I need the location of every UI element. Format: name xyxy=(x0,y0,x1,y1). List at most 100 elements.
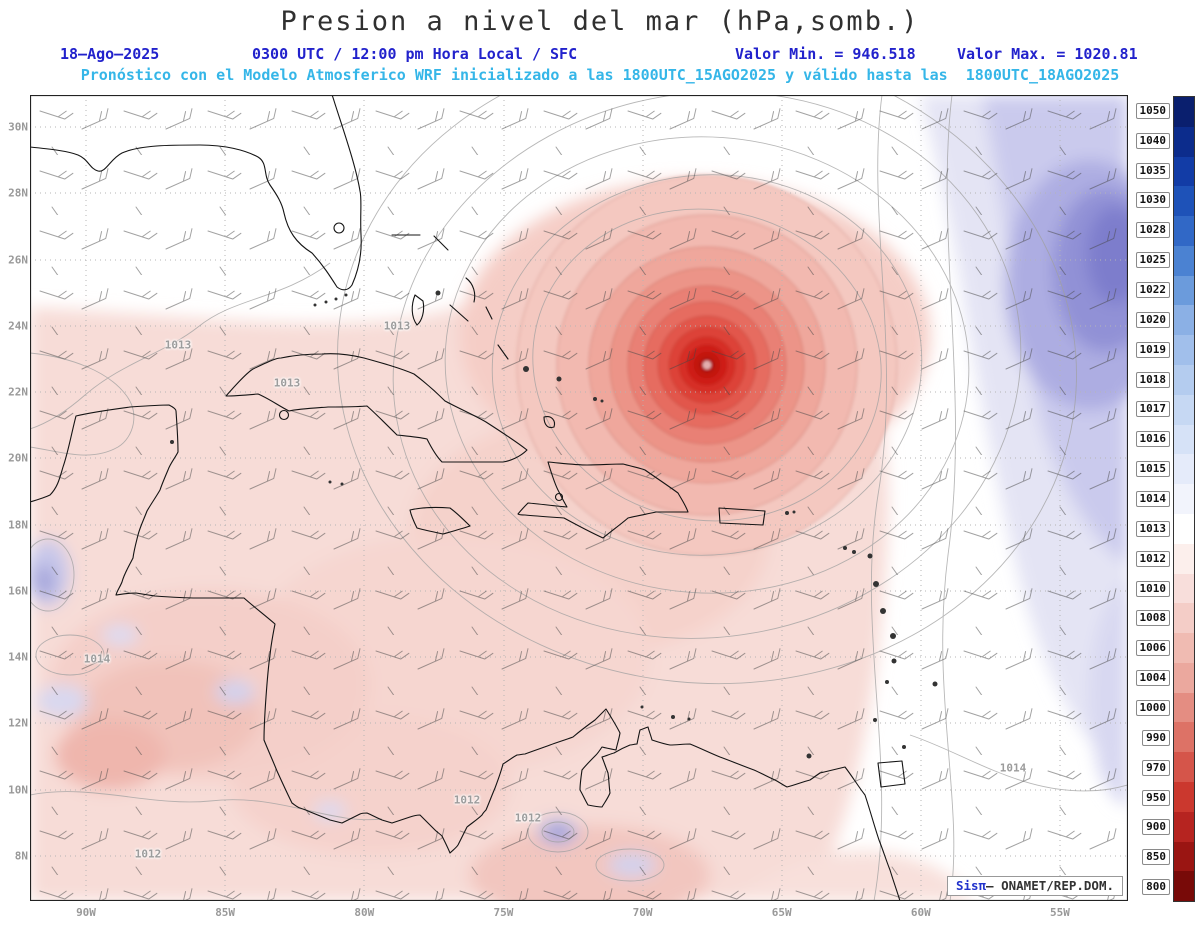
colorbar-strip xyxy=(1173,96,1195,902)
florida-coast xyxy=(30,95,362,291)
colorbar-cell-1018 xyxy=(1174,365,1194,395)
lat-label-28N: 28N xyxy=(8,186,28,200)
lat-label-26N: 26N xyxy=(8,253,28,267)
lat-label-24N: 24N xyxy=(8,319,28,333)
lat-label-22N: 22N xyxy=(8,385,28,399)
lat-label-14N: 14N xyxy=(8,650,28,664)
cuba xyxy=(225,353,528,463)
colorbar-cell-1050 xyxy=(1174,97,1194,127)
forecast-time: 0300 UTC / 12:00 pm Hora Local / SFC xyxy=(252,45,578,63)
colorbar-value-900: 900 xyxy=(1142,819,1170,836)
colorbar-value-1050: 1050 xyxy=(1135,102,1170,119)
colorbar-value-1006: 1006 xyxy=(1135,640,1170,657)
colorbar-cell-1016 xyxy=(1174,424,1194,455)
colorbar-cell-990 xyxy=(1174,722,1194,753)
watermark-brand: Sisπ xyxy=(955,878,987,893)
colorbar-cell-1004 xyxy=(1174,662,1194,693)
isle-of-youth xyxy=(278,409,290,421)
colorbar-cell-1028 xyxy=(1174,216,1194,246)
inagua xyxy=(543,416,556,429)
eleuthera xyxy=(465,277,476,303)
hispaniola xyxy=(517,461,689,539)
colorbar-cell-950 xyxy=(1174,781,1194,812)
jamaica xyxy=(409,506,471,535)
colorbar-legend: 1050 1040 1035 1030 1028 1025 1022 1020 1019 1018… xyxy=(1130,96,1196,902)
colorbar-value-800: 800 xyxy=(1142,879,1170,896)
lat-label-10N: 10N xyxy=(8,783,28,797)
colorbar-value-1014: 1014 xyxy=(1135,491,1170,507)
colorbar-cell-800 xyxy=(1174,871,1194,902)
colorbar-cell-1030 xyxy=(1174,186,1194,217)
colorbar-value-850: 850 xyxy=(1142,849,1170,866)
trinidad xyxy=(877,760,906,788)
page-title: Presion a nivel del mar (hPa,somb.) xyxy=(280,6,920,37)
colorbar-value-1025: 1025 xyxy=(1135,252,1170,269)
colorbar-value-1020: 1020 xyxy=(1135,311,1170,328)
colorbar-value-1022: 1022 xyxy=(1135,282,1170,299)
small-islands xyxy=(170,290,938,759)
colorbar-cell-1019 xyxy=(1174,335,1194,366)
exumas xyxy=(449,304,469,322)
lon-label-65W: 65W xyxy=(771,906,792,919)
watermark: Sisπ– ONAMET/REP.DOM. xyxy=(946,876,1123,896)
colorbar-cell-1035 xyxy=(1174,156,1194,187)
map-frame xyxy=(30,95,1128,901)
colorbar-cell-1013 xyxy=(1174,513,1194,544)
colorbar-value-1018: 1018 xyxy=(1135,371,1170,388)
lat-label-8N: 8N xyxy=(14,849,28,863)
lat-label-12N: 12N xyxy=(8,716,28,730)
colorbar-value-1030: 1030 xyxy=(1135,192,1170,209)
colorbar-cell-1015 xyxy=(1174,454,1194,485)
lon-label-80W: 80W xyxy=(354,906,375,919)
colorbar-cell-1017 xyxy=(1174,394,1194,425)
cat-island xyxy=(485,306,493,320)
wind-barbs xyxy=(30,95,1128,901)
info-line: 18–Ago–2025 0300 UTC / 12:00 pm Hora Loc… xyxy=(0,45,1200,63)
andros xyxy=(411,294,425,326)
colorbar-value-1019: 1019 xyxy=(1135,341,1170,358)
puerto-rico xyxy=(718,507,766,526)
colorbar-value-1004: 1004 xyxy=(1135,670,1170,687)
colorbar-value-970: 970 xyxy=(1142,759,1170,776)
lat-label-30N: 30N xyxy=(8,120,28,134)
colorbar-labels: 1050 1040 1035 1030 1028 1025 1022 1020 1019 1018… xyxy=(1130,96,1170,902)
lon-label-70W: 70W xyxy=(632,906,653,919)
colorbar-value-1015: 1015 xyxy=(1135,461,1170,478)
colorbar-cell-970 xyxy=(1174,752,1194,782)
colorbar-value-1008: 1008 xyxy=(1135,610,1170,627)
colorbar-value-1028: 1028 xyxy=(1135,222,1170,239)
lat-label-18N: 18N xyxy=(8,518,28,532)
map-graphic xyxy=(30,95,1128,901)
lon-label-90W: 90W xyxy=(76,906,96,919)
watermark-org: ONAMET/REP.DOM. xyxy=(1001,878,1114,893)
gonave-island xyxy=(554,492,564,502)
colorbar-value-1016: 1016 xyxy=(1135,431,1170,448)
lon-label-75W: 75W xyxy=(493,906,514,919)
colorbar-value-1013: 1013 xyxy=(1135,520,1170,537)
colorbar-cell-900 xyxy=(1174,811,1194,842)
colorbar-cell-1025 xyxy=(1174,245,1194,276)
lon-label-55W: 55W xyxy=(1050,906,1070,919)
colorbar-cell-1012 xyxy=(1174,543,1194,574)
max-value-label: Valor Max. = 1020.81 xyxy=(957,45,1138,63)
lat-label-16N: 16N xyxy=(8,584,28,598)
colorbar-cell-1022 xyxy=(1174,275,1194,306)
colorbar-cell-1010 xyxy=(1174,573,1194,604)
colorbar-cell-1014 xyxy=(1174,484,1194,514)
abaco xyxy=(433,235,449,251)
colorbar-cell-1008 xyxy=(1174,603,1194,634)
model-info-line: Pronóstico con el Modelo Atmosferico WRF… xyxy=(80,66,1120,84)
colorbar-value-950: 950 xyxy=(1142,789,1170,806)
lake-okeechobee xyxy=(333,222,345,234)
colorbar-cell-1006 xyxy=(1174,633,1194,663)
colorbar-cell-850 xyxy=(1174,841,1194,872)
colorbar-value-1035: 1035 xyxy=(1135,162,1170,179)
colorbar-value-1040: 1040 xyxy=(1135,132,1170,149)
lon-label-85W: 85W xyxy=(215,906,236,919)
coastlines xyxy=(30,95,938,901)
colorbar-value-1010: 1010 xyxy=(1135,580,1170,597)
map-area: 1013 1013 1013 1014 1012 1012 1012 1014 Sisπ– O… xyxy=(30,95,1128,901)
colorbar-value-1000: 1000 xyxy=(1135,699,1170,716)
lat-label-20N: 20N xyxy=(8,451,28,465)
